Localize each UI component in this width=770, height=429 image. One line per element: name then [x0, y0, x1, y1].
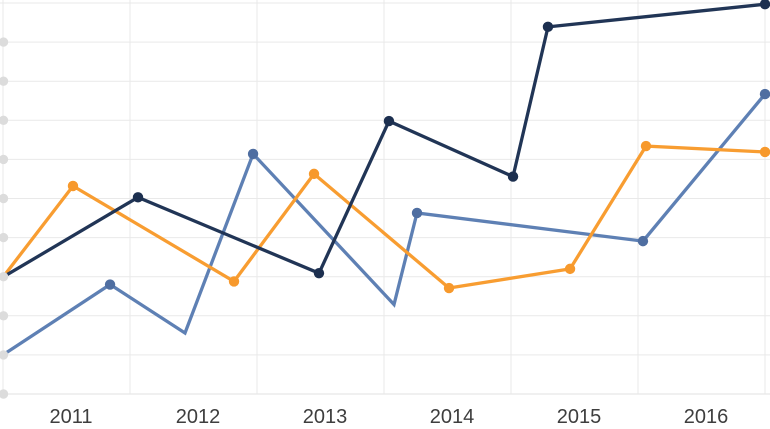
series-steel-blue-point[interactable]: [759, 88, 770, 100]
series-dark-navy-point[interactable]: [507, 171, 519, 182]
x-axis-label-2014: 2014: [430, 406, 475, 428]
x-axis-label-2016: 2016: [684, 406, 729, 428]
y-axis-tick-dot: [0, 193, 9, 204]
series-steel-blue-point[interactable]: [637, 235, 649, 247]
series-dark-navy-point[interactable]: [759, 0, 770, 10]
series-steel-blue-point[interactable]: [104, 279, 116, 290]
series-steel-blue-point[interactable]: [247, 148, 259, 160]
series-orange-point[interactable]: [67, 180, 79, 192]
y-axis-tick-dot: [0, 272, 9, 282]
series-orange-line: [1, 144, 767, 290]
x-axis-label-2012: 2012: [176, 406, 221, 428]
series-orange-point[interactable]: [640, 140, 652, 152]
series-orange-point[interactable]: [308, 168, 320, 180]
series-orange-point[interactable]: [228, 276, 240, 287]
y-axis-tick-dot: [0, 232, 9, 243]
y-axis-tick-dot: [0, 76, 9, 86]
y-axis-tick-dot: [0, 311, 9, 321]
y-axis-tick-dot: [0, 115, 9, 125]
series-orange-point[interactable]: [443, 282, 455, 294]
y-axis-tick-dot: [0, 389, 9, 399]
y-axis-tick-dot: [0, 37, 9, 47]
series-dark-navy-point[interactable]: [383, 115, 395, 127]
series-orange-point[interactable]: [564, 263, 576, 275]
series-dark-navy-point[interactable]: [313, 267, 325, 279]
series-steel-blue-point[interactable]: [411, 207, 423, 219]
x-axis-label-2015: 2015: [557, 406, 602, 428]
y-axis-tick-dot: [0, 154, 9, 165]
y-axis-tick-dot: [0, 350, 9, 360]
x-axis-label-2011: 2011: [49, 406, 92, 428]
x-axis-label-2013: 2013: [303, 406, 348, 428]
series-dark-navy-point[interactable]: [542, 21, 554, 33]
series-orange-point[interactable]: [759, 146, 770, 158]
series-steel-blue-line: [1, 92, 767, 357]
series-dark-navy-point[interactable]: [132, 192, 144, 203]
